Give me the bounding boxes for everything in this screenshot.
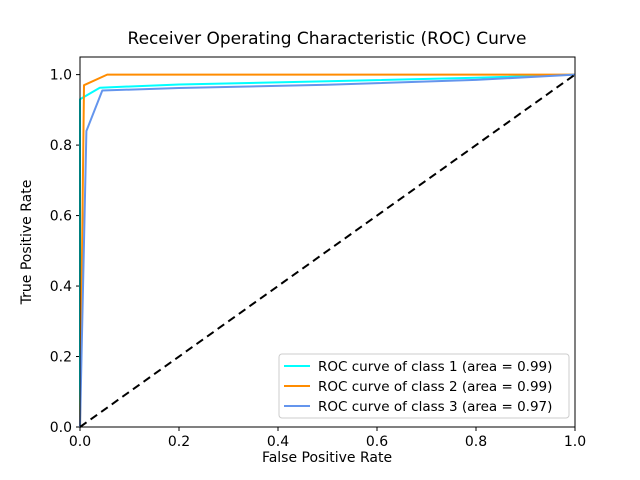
- plot-frame: [79, 56, 576, 428]
- legend-entry-label: ROC curve of class 2 (area = 0.99): [318, 379, 552, 395]
- x-tick-label: 0.8: [465, 434, 487, 450]
- roc-curve-class-3: [79, 73, 576, 428]
- x-tick-label: 0.0: [69, 434, 91, 450]
- x-tick-label: 0.6: [366, 434, 388, 450]
- y-tick-label: 0.6: [50, 209, 72, 225]
- y-tick-label: 0.8: [50, 138, 72, 154]
- legend-entry-label: ROC curve of class 1 (area = 0.99): [318, 359, 552, 375]
- x-tick-label: 0.4: [267, 434, 289, 450]
- y-tick-label: 0.4: [50, 279, 72, 295]
- roc-curve-class-2: [79, 73, 575, 428]
- y-tick-label: 0.0: [50, 420, 72, 436]
- chart-title: Receiver Operating Characteristic (ROC) …: [128, 29, 527, 49]
- x-tick-label: 0.2: [168, 434, 190, 450]
- x-tick-label: 1.0: [564, 434, 586, 450]
- x-axis-ticks: 0.0 0.2 0.4 0.6 0.8 1.0: [69, 427, 586, 450]
- legend-box: [278, 353, 570, 419]
- chance-diagonal-group: [79, 73, 576, 428]
- y-axis-label: True Positive Rate: [19, 180, 35, 306]
- legend: ROC curve of class 1 (area = 0.99) ROC cu…: [278, 353, 570, 419]
- y-axis-ticks: 0.0 0.2 0.4 0.6 0.8 1.0: [50, 68, 80, 436]
- x-axis-label: False Positive Rate: [262, 450, 392, 466]
- legend-entry-label: ROC curve of class 3 (area = 0.97): [318, 399, 552, 415]
- y-tick-label: 1.0: [50, 68, 72, 84]
- y-tick-label: 0.2: [50, 350, 72, 366]
- chance-line: [79, 73, 576, 428]
